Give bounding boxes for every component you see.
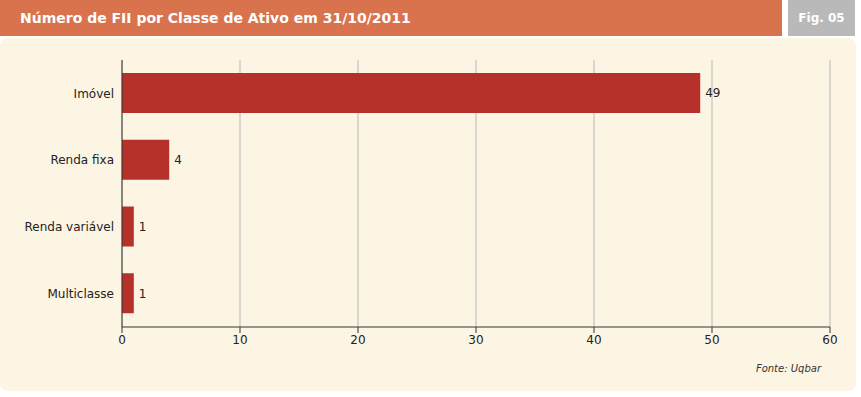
- svg-text:Renda fixa: Renda fixa: [50, 153, 114, 167]
- svg-text:30: 30: [468, 333, 483, 347]
- svg-text:Imóvel: Imóvel: [74, 87, 114, 101]
- html-text:Fonte: Uqbar: Fonte: Uqbar: [755, 363, 821, 374]
- svg-text:1: 1: [139, 220, 147, 234]
- svg-text:10: 10: [232, 333, 247, 347]
- svg-text:1: 1: [139, 287, 147, 301]
- html-text:Fig. 05: Fig. 05: [798, 11, 845, 25]
- svg-text:49: 49: [705, 86, 720, 100]
- svg-text:60: 60: [822, 333, 837, 347]
- svg-text:Renda variável: Renda variável: [25, 220, 114, 234]
- svg-text:50: 50: [704, 333, 719, 347]
- html-text:Número de FII por Classe de At: Número de FII por Classe de Ativo em 31/…: [20, 10, 411, 26]
- svg-text:Multiclasse: Multiclasse: [47, 287, 114, 301]
- svg-text:4: 4: [174, 153, 182, 167]
- svg-text:20: 20: [350, 333, 365, 347]
- svg-text:40: 40: [586, 333, 601, 347]
- svg-text:0: 0: [118, 333, 126, 347]
